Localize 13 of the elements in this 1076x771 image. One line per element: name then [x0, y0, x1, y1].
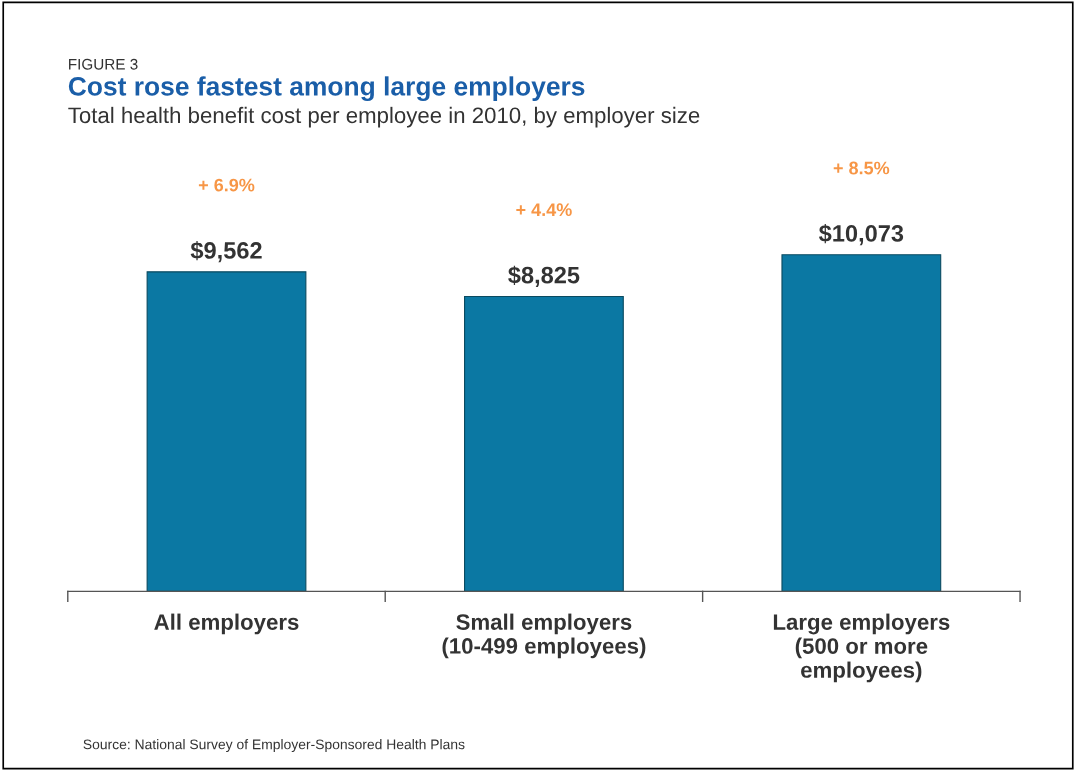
x-tick-label: All employers	[154, 613, 299, 635]
text: + 6.9%	[198, 178, 255, 192]
data-label: $10,073	[818, 224, 904, 246]
text: + 4.4%	[516, 203, 572, 217]
x-tick-label: Small employers (10-499 employees)	[442, 613, 646, 659]
data-label: $9,562	[190, 241, 262, 263]
chart-subtitle: Total health benefit cost per employee in 2010, by employer size	[68, 106, 700, 128]
data-label: $8,825	[508, 265, 580, 287]
caption: FIGURE 3	[69, 58, 138, 70]
text: + 8.5%	[833, 161, 890, 175]
x-tick-label: Large employers (500 or more employees)	[773, 613, 950, 683]
source-note: Source: National Survey of Employer-Sponsored Health Plans	[83, 739, 465, 753]
chart-title: Cost rose fastest among large employers	[68, 76, 585, 102]
